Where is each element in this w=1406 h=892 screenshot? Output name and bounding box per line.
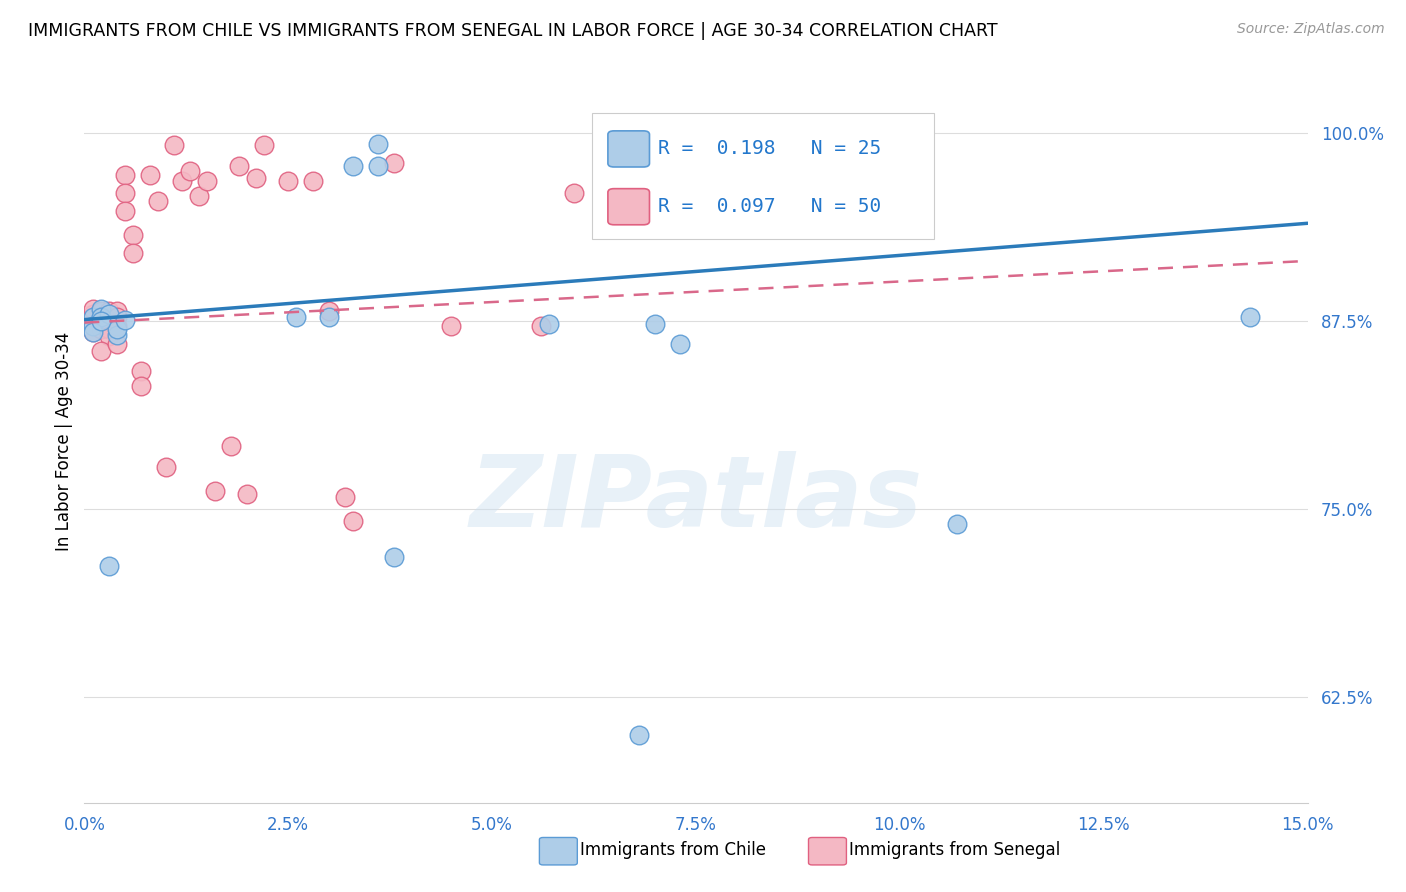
Point [90,310,112,324]
FancyBboxPatch shape [607,131,650,167]
Point [179,163,201,178]
Point [155,460,177,475]
Point [530,318,553,333]
Point [335,490,357,504]
Point [440,318,463,333]
Point [131,364,153,378]
Point [90,344,112,359]
FancyBboxPatch shape [808,838,846,865]
Point [603,216,626,230]
Point [122,246,145,260]
Point [97,310,120,324]
Point [105,321,128,335]
Point [82,318,104,333]
Point [97,303,120,318]
Point [105,336,128,351]
Point [172,174,194,188]
Point [97,321,120,335]
Point [382,156,405,170]
Point [90,301,112,316]
FancyBboxPatch shape [592,112,935,239]
Point [219,439,242,453]
Point [114,186,136,201]
Point [97,559,120,574]
Point [285,310,308,324]
Point [342,159,364,173]
Point [245,171,267,186]
Point [97,314,120,328]
Point [146,194,169,208]
Point [90,314,112,328]
Point [97,307,120,321]
Point [82,301,104,316]
Point [318,303,340,318]
Point [301,174,323,188]
Point [620,133,643,147]
Point [644,317,666,331]
Point [82,310,104,324]
Point [90,303,112,318]
Point [195,174,218,188]
Point [367,159,389,173]
Point [668,336,690,351]
Point [82,318,104,333]
Point [627,136,650,151]
Point [122,228,145,243]
Point [538,317,561,331]
Point [90,321,112,335]
Point [131,379,153,393]
Point [253,138,276,153]
Point [367,136,389,151]
Point [82,325,104,339]
Point [627,728,650,742]
Point [204,484,226,499]
Point [82,310,104,324]
Text: R =  0.097   N = 50: R = 0.097 N = 50 [658,197,882,216]
Point [228,159,250,173]
Point [946,517,969,532]
Text: ZIPatlas: ZIPatlas [470,450,922,548]
FancyBboxPatch shape [607,189,650,225]
Point [90,314,112,328]
Point [105,327,128,342]
Point [236,487,259,501]
Point [318,310,340,324]
Point [82,325,104,339]
Point [114,204,136,219]
Text: IMMIGRANTS FROM CHILE VS IMMIGRANTS FROM SENEGAL IN LABOR FORCE | AGE 30-34 CORR: IMMIGRANTS FROM CHILE VS IMMIGRANTS FROM… [28,22,998,40]
Point [97,329,120,343]
Point [114,168,136,182]
Point [1239,310,1261,324]
Y-axis label: In Labor Force | Age 30-34: In Labor Force | Age 30-34 [55,332,73,551]
Point [163,138,186,153]
Point [114,312,136,326]
Point [382,550,405,565]
Point [562,186,585,201]
Point [138,168,160,182]
Text: Source: ZipAtlas.com: Source: ZipAtlas.com [1237,22,1385,37]
Text: Immigrants from Chile: Immigrants from Chile [579,841,766,859]
Point [82,307,104,321]
Point [90,310,112,324]
Point [105,303,128,318]
Point [342,514,364,528]
Point [105,310,128,324]
Text: Immigrants from Senegal: Immigrants from Senegal [849,841,1060,859]
Point [277,174,299,188]
Point [187,189,209,203]
Text: R =  0.198   N = 25: R = 0.198 N = 25 [658,139,882,159]
Point [105,318,128,333]
FancyBboxPatch shape [540,838,578,865]
